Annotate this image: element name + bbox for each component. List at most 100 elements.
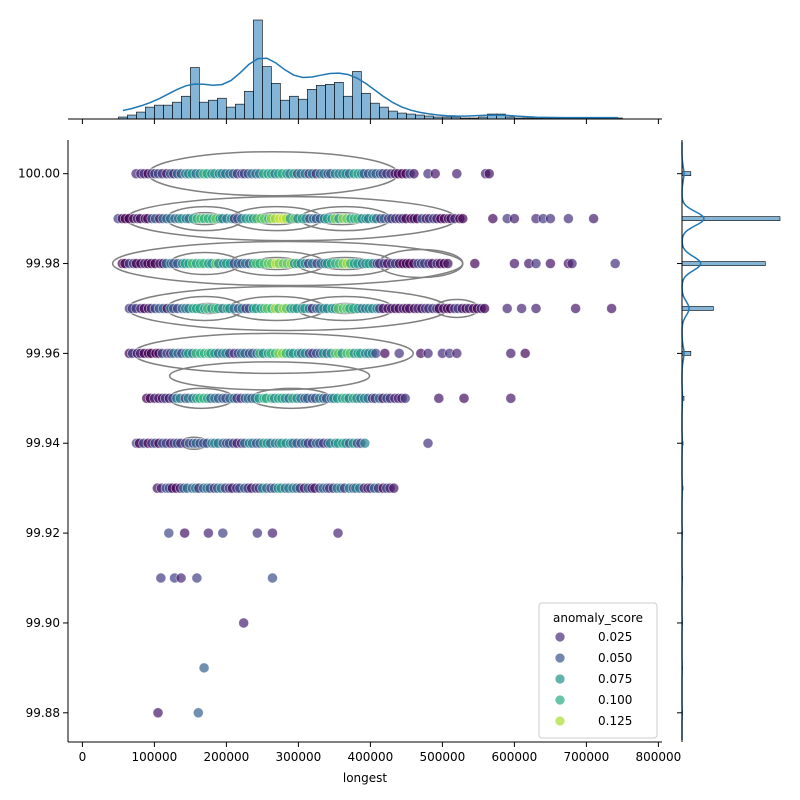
scatter-point	[433, 392, 445, 404]
histogram-bar	[127, 114, 137, 120]
scatter-point	[408, 168, 420, 180]
y-axis-ticks: 99.88 99.90 99.92 99.94 99.96 99.98 100.00	[18, 167, 68, 720]
scatter-point	[487, 213, 499, 224]
histogram-bar	[307, 89, 317, 120]
legend-title: anomaly_score	[553, 611, 643, 625]
histogram-bar	[253, 19, 263, 120]
histogram-bar	[298, 98, 308, 120]
histogram-bar	[208, 99, 218, 120]
top-histogram-bars	[118, 19, 623, 120]
scatter-point	[545, 213, 556, 224]
x-axis-title: longest	[343, 771, 388, 785]
scatter-point	[203, 527, 214, 539]
scatter-point	[267, 572, 278, 584]
scatter-point	[252, 527, 263, 539]
legend-entries: 0.025 0.050 0.075 0.100 0.125	[554, 630, 632, 728]
scatter-point	[545, 258, 556, 269]
scatter-point	[451, 348, 463, 359]
scatter-point	[530, 303, 542, 314]
scatter-point	[238, 617, 250, 629]
scatter-point	[442, 258, 454, 269]
legend: anomaly_score 0.025 0.050 0.075 0.100 0.125	[538, 602, 658, 739]
histogram-bar	[199, 101, 209, 120]
scatter-point	[191, 572, 203, 584]
histogram-bar	[406, 113, 416, 120]
scatter-point	[530, 258, 542, 269]
scatter-point	[192, 707, 204, 719]
x-tick-label: 100000	[131, 750, 177, 764]
top-histogram-ticks	[81, 119, 659, 124]
legend-label: 0.050	[598, 651, 632, 665]
scatter-point	[370, 348, 382, 359]
scatter-point	[509, 213, 520, 224]
scatter-point	[217, 527, 229, 539]
histogram-bar	[334, 82, 344, 120]
main-plot-area: 0 100000 200000 300000 400000 500000 600000 700…	[18, 140, 681, 785]
scatter-point	[516, 303, 527, 314]
scatter-point	[570, 303, 581, 314]
histogram-bar	[681, 216, 781, 221]
scatter-point	[509, 258, 520, 269]
scatter-point	[501, 303, 513, 314]
histogram-bar	[172, 101, 182, 120]
scatter-point	[588, 213, 599, 224]
scatter-point	[469, 258, 481, 269]
density-contour	[168, 361, 371, 391]
histogram-bar	[154, 104, 164, 120]
top-marginal-histogram	[68, 19, 662, 124]
y-tick-label: 99.92	[26, 526, 60, 540]
histogram-bar	[388, 110, 398, 120]
legend-marker	[554, 673, 566, 685]
x-tick-label: 800000	[635, 750, 681, 764]
scatter-points	[112, 168, 621, 719]
scatter-point	[457, 213, 469, 224]
y-tick-label: 99.98	[26, 257, 60, 271]
scatter-point	[332, 527, 344, 539]
right-marginal-histogram	[677, 140, 781, 742]
right-histogram-ticks	[677, 173, 682, 714]
histogram-bar	[681, 306, 714, 311]
y-tick-label: 99.88	[26, 706, 60, 720]
x-tick-label: 300000	[275, 750, 321, 764]
scatter-point	[198, 662, 210, 674]
histogram-bar	[271, 83, 281, 120]
legend-marker	[554, 652, 566, 664]
scatter-point	[563, 213, 574, 224]
top-kde-curve	[122, 57, 618, 119]
histogram-bar	[325, 84, 335, 120]
y-tick-label: 99.90	[26, 616, 60, 630]
y-tick-label: 99.96	[26, 346, 60, 360]
scatter-point	[451, 168, 463, 180]
legend-label: 0.075	[598, 672, 632, 686]
scatter-point	[479, 303, 490, 314]
scatter-point	[422, 437, 434, 449]
scatter-point	[152, 707, 164, 719]
scatter-point	[566, 258, 578, 269]
histogram-bar	[370, 102, 380, 120]
histogram-bar	[235, 103, 245, 120]
y-tick-label: 99.94	[26, 436, 60, 450]
right-kde-curve	[681, 142, 705, 740]
x-tick-label: 200000	[203, 750, 249, 764]
scatter-point	[267, 527, 278, 539]
legend-label: 0.100	[598, 693, 632, 707]
histogram-bar	[136, 111, 146, 120]
right-histogram-bars	[681, 171, 781, 716]
kde-contours	[111, 150, 480, 450]
scatter-point	[388, 482, 400, 494]
legend-label: 0.025	[598, 630, 632, 644]
scatter-point	[458, 392, 470, 404]
histogram-bar	[217, 97, 227, 120]
scatter-point	[422, 348, 434, 359]
x-axis-ticks: 0 100000 200000 300000 400000 500000 600000 700…	[79, 742, 681, 764]
x-tick-label: 700000	[563, 750, 609, 764]
histogram-bar	[316, 85, 326, 120]
scatter-point	[175, 572, 187, 584]
legend-marker	[554, 694, 566, 706]
scatter-point	[609, 258, 621, 269]
legend-marker	[554, 631, 566, 643]
x-tick-label: 600000	[491, 750, 537, 764]
scatter-point	[379, 348, 391, 359]
legend-label: 0.125	[598, 714, 632, 728]
histogram-bar	[190, 67, 200, 120]
